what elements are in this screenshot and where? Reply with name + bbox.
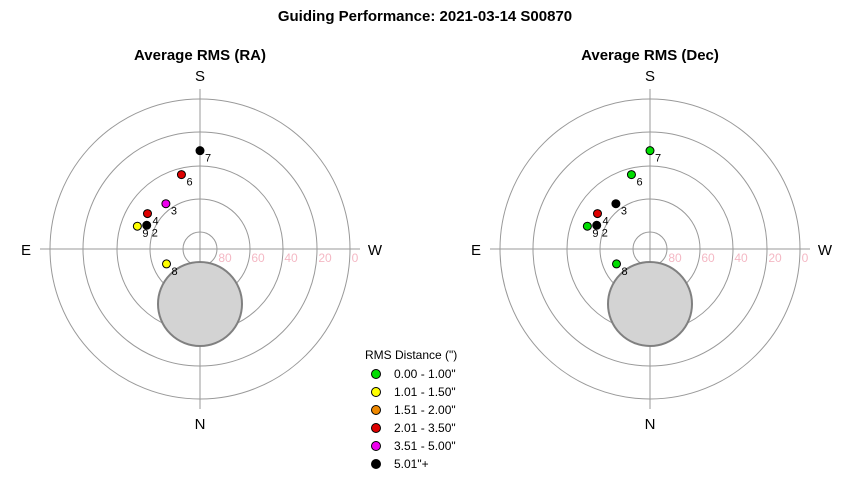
legend-item: 1.01 - 1.50" — [365, 383, 457, 401]
obstruction-circle — [607, 261, 693, 347]
data-point — [132, 221, 142, 231]
polar-plot-dec: Average RMS (Dec) 80 60 40 20 0 S N E W 2 3 4 6 7 8 9 — [471, 47, 833, 433]
polar-plot-ra: Average RMS (RA) 80 60 40 20 0 S N E W 2 3 4 6 7 8 9 — [21, 47, 383, 433]
plot-title: Average RMS (RA) — [134, 47, 266, 64]
altitude-tick-label: 40 — [284, 251, 298, 265]
legend-title: RMS Distance (") — [365, 348, 458, 362]
direction-label-bottom: N — [195, 416, 206, 433]
data-point-label: 7 — [655, 153, 661, 165]
data-point — [161, 199, 171, 209]
legend-label: 1.01 - 1.50" — [394, 385, 456, 399]
legend-item: 3.51 - 5.00" — [365, 437, 457, 455]
legend-swatch — [371, 441, 381, 451]
direction-label-top: S — [645, 68, 655, 85]
altitude-tick-label: 20 — [318, 251, 332, 265]
data-point — [176, 170, 186, 180]
legend-label: 2.01 - 3.50" — [394, 421, 456, 435]
data-point — [162, 259, 172, 269]
direction-label-top: S — [195, 68, 205, 85]
plot-title: Average RMS (Dec) — [581, 47, 719, 64]
altitude-tick-label: 40 — [734, 251, 748, 265]
main-title: Guiding Performance: 2021-03-14 S00870 — [277, 8, 573, 25]
direction-label-right: W — [818, 242, 833, 259]
legend-swatch — [371, 423, 381, 433]
obstruction-circle — [157, 261, 243, 347]
altitude-tick-label: 60 — [251, 251, 265, 265]
altitude-tick-label: 80 — [218, 251, 232, 265]
data-point-label: 9 — [592, 228, 598, 240]
altitude-tick-label: 80 — [668, 251, 682, 265]
data-point — [582, 221, 592, 231]
altitude-tick-label: 20 — [768, 251, 782, 265]
altitude-tick-label: 60 — [701, 251, 715, 265]
data-point-label: 3 — [171, 206, 177, 218]
data-point-label: 9 — [142, 228, 148, 240]
data-point-label: 4 — [602, 216, 608, 228]
data-point — [142, 220, 152, 230]
legend-item: 1.51 - 2.00" — [365, 401, 457, 419]
data-point — [645, 146, 655, 156]
legend: RMS Distance (") 0.00 - 1.00" 1.01 - 1.50… — [365, 348, 457, 473]
data-point-label: 8 — [622, 266, 628, 278]
legend-label: 3.51 - 5.00" — [394, 439, 456, 453]
data-point-label: 2 — [602, 227, 608, 239]
data-point-label: 6 — [186, 177, 192, 189]
direction-label-left: E — [21, 242, 31, 259]
legend-label: 5.01"+ — [394, 457, 429, 471]
direction-label-right: W — [368, 242, 383, 259]
data-point — [626, 170, 636, 180]
data-point — [611, 199, 621, 209]
legend-swatch — [371, 369, 381, 379]
legend-label: 1.51 - 2.00" — [394, 403, 456, 417]
data-point-label: 2 — [152, 227, 158, 239]
legend-label: 0.00 - 1.00" — [394, 367, 456, 381]
data-point — [142, 209, 152, 219]
legend-item: 2.01 - 3.50" — [365, 419, 457, 437]
legend-swatch — [371, 405, 381, 415]
altitude-tick-label: 0 — [802, 251, 809, 265]
data-point — [195, 146, 205, 156]
direction-label-left: E — [471, 242, 481, 259]
legend-item: 0.00 - 1.00" — [365, 365, 457, 383]
direction-label-bottom: N — [645, 416, 656, 433]
legend-swatch — [371, 387, 381, 397]
data-point — [592, 209, 602, 219]
legend-swatch — [371, 459, 381, 469]
data-point-label: 6 — [636, 177, 642, 189]
data-point-label: 3 — [621, 206, 627, 218]
data-point — [612, 259, 622, 269]
data-point — [592, 220, 602, 230]
data-point-label: 8 — [172, 266, 178, 278]
data-point-label: 4 — [152, 216, 158, 228]
altitude-tick-label: 0 — [352, 251, 359, 265]
legend-item: 5.01"+ — [365, 455, 457, 473]
data-point-label: 7 — [205, 153, 211, 165]
